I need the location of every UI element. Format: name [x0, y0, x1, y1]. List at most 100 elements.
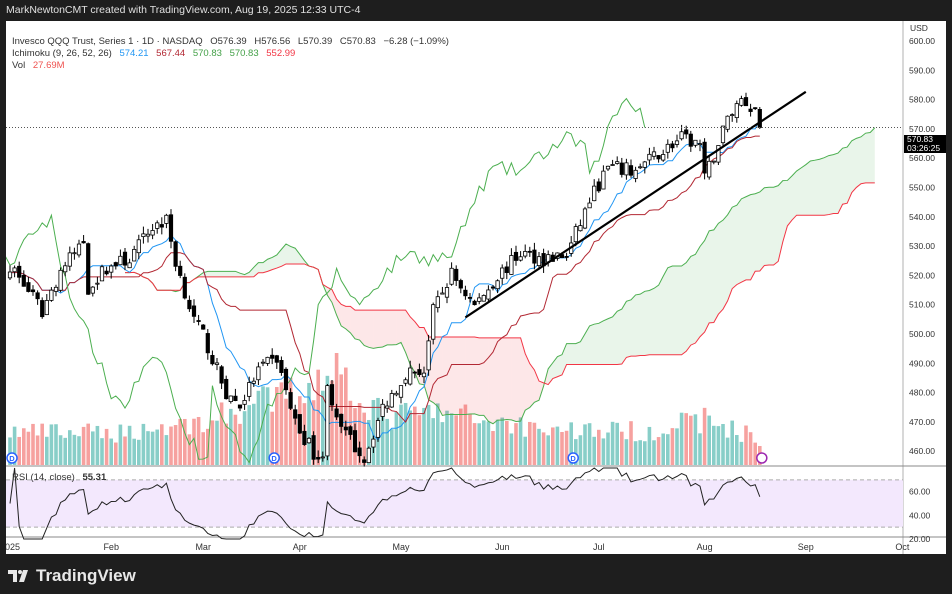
volume-bar [472, 423, 477, 465]
candle-body [35, 292, 40, 300]
ichimoku-cloud [589, 324, 595, 365]
volume-bar [141, 423, 146, 465]
volume-bar [114, 442, 118, 465]
volume-bar [574, 439, 578, 465]
ichimoku-cloud [851, 138, 857, 193]
chart-area[interactable]: 600.00 590.00 580.00 570.00 560.00 550.00 540.… [6, 21, 946, 554]
span-b-value: 552.99 [266, 48, 296, 59]
candle-body [513, 251, 519, 261]
volume-bar [620, 431, 624, 465]
ichimoku-cloud [470, 336, 475, 415]
ichimoku-cloud [585, 325, 590, 365]
ichimoku-cloud [497, 337, 503, 421]
candle-body [615, 161, 620, 164]
candle-body [228, 395, 233, 402]
ichimoku-cloud [819, 157, 825, 216]
volume-bar [247, 405, 251, 465]
volume-bar [399, 404, 403, 465]
candle-body [403, 379, 408, 384]
candle-body [201, 324, 206, 330]
candle-body [472, 300, 477, 306]
ichimoku-cloud [226, 271, 231, 277]
volume-bar [215, 420, 219, 465]
ichimoku-cloud [368, 310, 374, 349]
rsi-tick: 20.00 [909, 534, 931, 544]
volume-bar [81, 426, 86, 465]
volume-bar [275, 387, 279, 465]
volume-bar [155, 429, 159, 465]
ichimoku-cloud [828, 154, 834, 215]
candle-body [90, 286, 95, 294]
ohlc-low: L570.39 [297, 36, 333, 47]
volume-bar [196, 416, 201, 465]
volume-bar [463, 404, 468, 465]
candle-body [693, 139, 698, 146]
candle-body [601, 170, 606, 190]
candle-body [173, 241, 178, 267]
candle-body [196, 320, 201, 322]
volume-bar [698, 433, 702, 465]
volume-bar [449, 413, 454, 465]
ichimoku-cloud [833, 153, 838, 214]
ichimoku-cloud [792, 171, 797, 221]
volume-bar [656, 437, 661, 465]
candle-body [417, 369, 422, 375]
candle-body [647, 153, 652, 161]
ichimoku-cloud [778, 180, 783, 262]
volume-bar [689, 415, 693, 465]
candle-body [214, 362, 220, 365]
candle-body [720, 125, 726, 144]
ichimoku-cloud [433, 336, 438, 407]
rsi-label: RSI (14, close) [12, 472, 75, 483]
volume-bar [100, 438, 104, 465]
volume-bar [633, 441, 638, 465]
ichimoku-cloud [695, 246, 700, 344]
ichimoku-cloud [267, 257, 273, 272]
candle-body [408, 367, 413, 385]
ichimoku-cloud [488, 337, 493, 424]
candle-body [665, 143, 670, 153]
volume-bar [555, 426, 560, 465]
candle-body [132, 249, 137, 262]
ichimoku-cloud [764, 187, 769, 266]
rsi-band [6, 479, 903, 528]
volume-bar [725, 437, 730, 465]
volume-bar [242, 411, 247, 465]
volume-bar [22, 428, 26, 465]
candle-body [449, 267, 454, 285]
rsi-value: 55.31 [82, 472, 107, 483]
candle-body [343, 426, 348, 431]
ichimoku-cloud [663, 267, 668, 355]
candle-body [380, 403, 385, 417]
candle-body [458, 280, 463, 289]
volume-bar [178, 418, 182, 465]
volume-bar [371, 399, 376, 465]
ichimoku-cloud [732, 205, 737, 289]
candle-body [40, 300, 45, 318]
candle-body [592, 185, 597, 202]
ichimoku-cloud [263, 259, 268, 273]
volume-bar [666, 434, 670, 465]
candle-body [63, 265, 68, 273]
volume-bar [31, 423, 35, 465]
candle-body [467, 296, 473, 299]
candle-body [320, 456, 325, 459]
time-tick: Oct [895, 542, 910, 552]
candle-body [421, 372, 427, 378]
ichimoku-cloud [824, 155, 829, 216]
volume-bar [137, 439, 141, 465]
volume-bar [279, 382, 284, 465]
candle-body [288, 392, 293, 409]
candle-body [348, 426, 353, 435]
volume-bar [307, 382, 311, 465]
tradingview-logo: TradingView [8, 566, 136, 586]
volume-bar [509, 433, 514, 465]
time-tick: Jul [593, 542, 605, 552]
candle-body [210, 355, 215, 365]
volume-bar [72, 434, 77, 465]
ichimoku-tenkan [10, 119, 761, 441]
price-tick: 490.00 [909, 358, 935, 368]
ichimoku-cloud [552, 356, 558, 379]
candle-body [536, 256, 542, 267]
price-chart[interactable]: 600.00 590.00 580.00 570.00 560.00 550.00 540.… [6, 21, 946, 554]
